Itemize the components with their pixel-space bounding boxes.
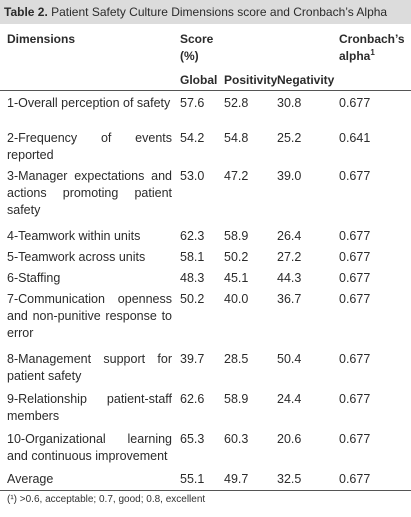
row-global: 58.1: [180, 250, 205, 264]
header-positivity: Positivity: [224, 73, 278, 87]
header-alpha-sup: 1: [370, 48, 375, 57]
row-global: 62.3: [180, 229, 205, 243]
row-dimension: 7-Communication openness and non-punitiv…: [7, 292, 172, 340]
row-alpha: 0.677: [339, 96, 371, 110]
header-negativity: Negativity: [277, 73, 335, 87]
header-alpha: alpha1: [339, 48, 375, 64]
row-alpha: 0.677: [339, 432, 371, 446]
row-dimension: 4-Teamwork within units: [7, 229, 141, 243]
row-alpha: 0.677: [339, 229, 371, 243]
row-global: 62.6: [180, 392, 205, 406]
row-positivity: 49.7: [224, 472, 249, 486]
row-negativity: 39.0: [277, 169, 302, 183]
row-positivity: 60.3: [224, 432, 249, 446]
header-alpha-text: alpha: [339, 49, 371, 63]
row-positivity: 45.1: [224, 271, 249, 285]
row-dimension: Average: [7, 472, 54, 486]
row-dimension: 6-Staffing: [7, 271, 61, 285]
row-global: 57.6: [180, 96, 205, 110]
row-positivity: 40.0: [224, 292, 249, 306]
row-negativity: 32.5: [277, 472, 302, 486]
header-percent: (%): [180, 49, 199, 63]
row-negativity: 25.2: [277, 131, 302, 145]
footnote: (¹) >0.6, acceptable; 0.7, good; 0.8, ex…: [7, 494, 206, 505]
row-positivity: 58.9: [224, 229, 249, 243]
row-global: 50.2: [180, 292, 205, 306]
row-negativity: 24.4: [277, 392, 302, 406]
row-dimension: 9-Relationship patient-staff members: [7, 392, 172, 423]
row-global: 54.2: [180, 131, 205, 145]
row-dimension: 10-Organizational learning and continuou…: [7, 432, 172, 463]
row-alpha: 0.677: [339, 352, 371, 366]
row-dimension: 5-Teamwork across units: [7, 250, 146, 264]
row-positivity: 28.5: [224, 352, 249, 366]
table-caption-label: Table 2.: [4, 5, 48, 19]
row-negativity: 27.2: [277, 250, 302, 264]
bottom-rule: [0, 490, 411, 491]
row-positivity: 52.8: [224, 96, 249, 110]
header-dimensions: Dimensions: [7, 32, 76, 46]
row-dimension: 8-Management support for patient safety: [7, 352, 172, 383]
row-negativity: 26.4: [277, 229, 302, 243]
row-negativity: 30.8: [277, 96, 302, 110]
row-alpha: 0.641: [339, 131, 371, 145]
row-global: 55.1: [180, 472, 205, 486]
header-global: Global: [180, 73, 218, 87]
row-global: 39.7: [180, 352, 205, 366]
row-positivity: 50.2: [224, 250, 249, 264]
row-dimension: 2-Frequency of events reported: [7, 131, 172, 162]
row-dimension: 1-Overall perception of safety: [7, 96, 171, 110]
row-negativity: 50.4: [277, 352, 302, 366]
row-alpha: 0.677: [339, 250, 371, 264]
table-caption-text: Patient Safety Culture Dimensions score …: [47, 5, 388, 19]
row-alpha: 0.677: [339, 271, 371, 285]
header-score: Score: [180, 32, 214, 46]
row-alpha: 0.677: [339, 169, 371, 183]
header-rule: [0, 90, 411, 91]
row-alpha: 0.677: [339, 392, 371, 406]
row-positivity: 47.2: [224, 169, 249, 183]
row-alpha: 0.677: [339, 292, 371, 306]
row-positivity: 58.9: [224, 392, 249, 406]
row-alpha: 0.677: [339, 472, 371, 486]
row-negativity: 44.3: [277, 271, 302, 285]
row-dimension: 3-Manager expectations and actions promo…: [7, 169, 172, 217]
row-global: 48.3: [180, 271, 205, 285]
row-global: 65.3: [180, 432, 205, 446]
row-negativity: 20.6: [277, 432, 302, 446]
row-positivity: 54.8: [224, 131, 249, 145]
table-caption: Table 2. Patient Safety Culture Dimensio…: [0, 0, 411, 24]
row-negativity: 36.7: [277, 292, 302, 306]
header-cronbach: Cronbach’s: [339, 32, 405, 46]
row-global: 53.0: [180, 169, 205, 183]
